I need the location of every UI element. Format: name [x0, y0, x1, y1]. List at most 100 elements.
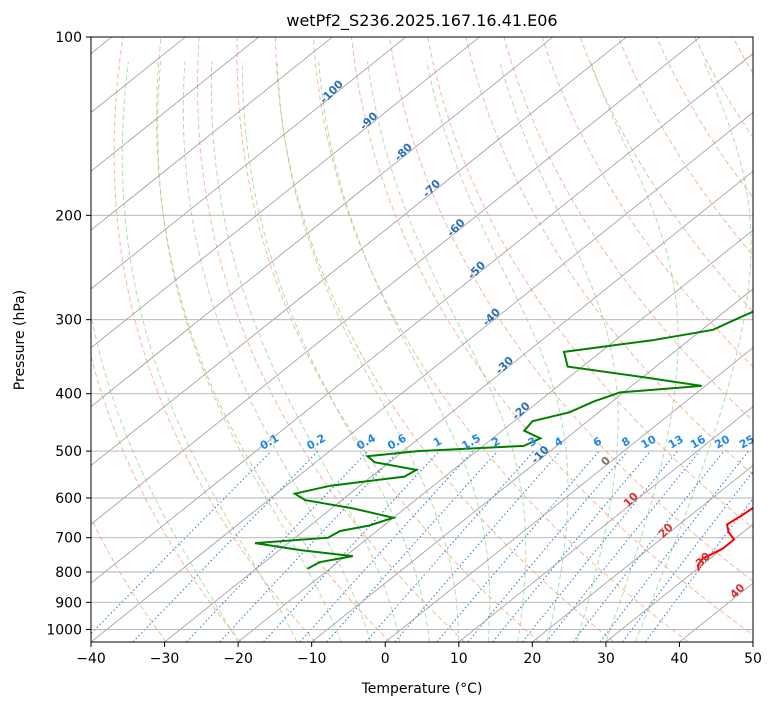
mixing-ratio-line: [91, 450, 272, 635]
y-tick-label: 200: [55, 208, 82, 224]
x-tick-label: 30: [597, 651, 615, 667]
moist-adiabat: [210, 61, 401, 642]
x-tick-label: 40: [671, 651, 689, 667]
grid: [91, 37, 753, 642]
mixing-ratio-line: [394, 450, 561, 642]
dry-adiabat: [389, 37, 753, 582]
isotherm-line: [91, 111, 753, 642]
isotherm-label: 10: [621, 490, 641, 510]
dry-adiabat: [91, 517, 167, 642]
background-guides: [91, 37, 775, 642]
isotherm-label: -30: [493, 354, 516, 377]
isotherm-label: -20: [510, 399, 533, 422]
x-tick-label: 50: [744, 651, 762, 667]
y-axis: 100 200 300 400 500 600 700 800 900 1000: [46, 30, 91, 638]
dry-adiabat: [579, 37, 753, 313]
mixing-ratio-line: [132, 450, 319, 642]
dry-adiabat: [617, 37, 753, 257]
mixing-ratio-line: [299, 450, 474, 642]
dry-adiabat: [771, 37, 775, 642]
moist-adiabat: [367, 61, 527, 642]
moist-adiabat: [276, 61, 460, 642]
plot-frame: [90, 36, 754, 643]
isotherm-line: [384, 347, 753, 642]
x-tick-label: −20: [223, 651, 253, 667]
isotherm-line: [237, 229, 753, 642]
mixing-ratio-label: 25: [737, 433, 757, 452]
dry-adiabat: [503, 37, 753, 422]
isotherm-line: [91, 53, 753, 584]
y-tick-label: 800: [55, 565, 82, 581]
isotherm-label: 40: [727, 581, 747, 601]
moist-adiabat: [157, 61, 342, 642]
dry-adiabat: [274, 37, 615, 642]
dry-adiabat: [91, 354, 242, 642]
dry-adiabat: [236, 37, 540, 642]
dry-adiabat: [113, 37, 316, 642]
isotherm-line: [91, 37, 480, 349]
isotherm-line: [679, 582, 753, 642]
y-tick-label: 400: [55, 387, 82, 403]
mixing-ratio-label: 8: [619, 435, 632, 450]
isotherm-label: -100: [317, 77, 346, 106]
mixing-ratio-line: [522, 450, 679, 642]
mixing-ratio-label: 13: [666, 433, 686, 452]
mixing-ratio-label: 1: [431, 435, 444, 450]
y-tick-label: 300: [55, 313, 82, 329]
isotherm-label: -90: [357, 109, 380, 132]
mixing-ratio-label: 0.1: [258, 432, 281, 453]
isotherm-line: [91, 37, 260, 172]
x-tick-label: −40: [76, 651, 106, 667]
mixing-ratio-line: [365, 450, 535, 642]
y-tick-label: 100: [55, 30, 82, 46]
chart-title: wetPf2_S236.2025.167.16.41.E06: [286, 11, 557, 31]
y-tick-label: 600: [55, 491, 82, 507]
isotherm-label: -60: [444, 216, 467, 239]
mixing-ratio-label: 20: [712, 432, 732, 451]
isotherm-line: [458, 406, 753, 642]
y-tick-label: 500: [55, 444, 82, 460]
mixing-ratio-label: 0.2: [305, 432, 328, 453]
mixing-ratio-label: 16: [688, 432, 708, 451]
x-axis: −40 −30 −20 −10 0 10 20 30 40 50: [76, 642, 762, 667]
isotherm-label: -50: [465, 258, 488, 281]
dry-adiabat: [156, 37, 391, 642]
dry-adiabat: [693, 37, 753, 139]
moist-adiabat: [318, 61, 491, 642]
isotherm-label: 30: [693, 549, 713, 569]
isotherm-label: -70: [420, 177, 443, 200]
mixing-ratio-line: [467, 450, 629, 642]
mixing-ratio-line: [263, 450, 440, 642]
mixing-ratio-line: [644, 497, 753, 642]
dry-adiabat: [427, 37, 753, 529]
isotherm-line: [752, 641, 753, 642]
isotherm-line: [91, 37, 333, 231]
dry-adiabat: [196, 37, 465, 642]
profiles: [254, 310, 753, 571]
moist-adiabat: [182, 61, 371, 642]
x-tick-label: 0: [381, 651, 390, 667]
y-tick-label: 900: [55, 595, 82, 611]
y-tick-label: 700: [55, 531, 82, 547]
dewpoint-profile: [254, 310, 753, 570]
moist-adiabat: [91, 311, 239, 642]
mixing-ratio-label: 0.4: [354, 431, 378, 452]
mixing-ratio-line: [572, 450, 725, 642]
x-axis-label: Temperature (°C): [361, 681, 483, 697]
y-axis-label: Pressure (hPa): [12, 290, 28, 390]
mixing-ratio-line: [326, 450, 499, 642]
temperature-profile: [696, 506, 753, 571]
isotherm-line: [605, 523, 753, 642]
moist-adiabat: [590, 61, 679, 642]
isotherm-line: [91, 37, 407, 290]
mixing-ratio-line: [219, 450, 400, 642]
mixing-ratio-label: 10: [639, 432, 659, 451]
x-tick-label: −10: [297, 651, 327, 667]
x-tick-label: −30: [150, 651, 180, 667]
dry-adiabat: [732, 37, 753, 75]
isotherm-line: [311, 288, 753, 642]
isotherm-line: [164, 170, 753, 642]
x-tick-label: 10: [450, 651, 468, 667]
isotherm-line: [91, 37, 701, 525]
